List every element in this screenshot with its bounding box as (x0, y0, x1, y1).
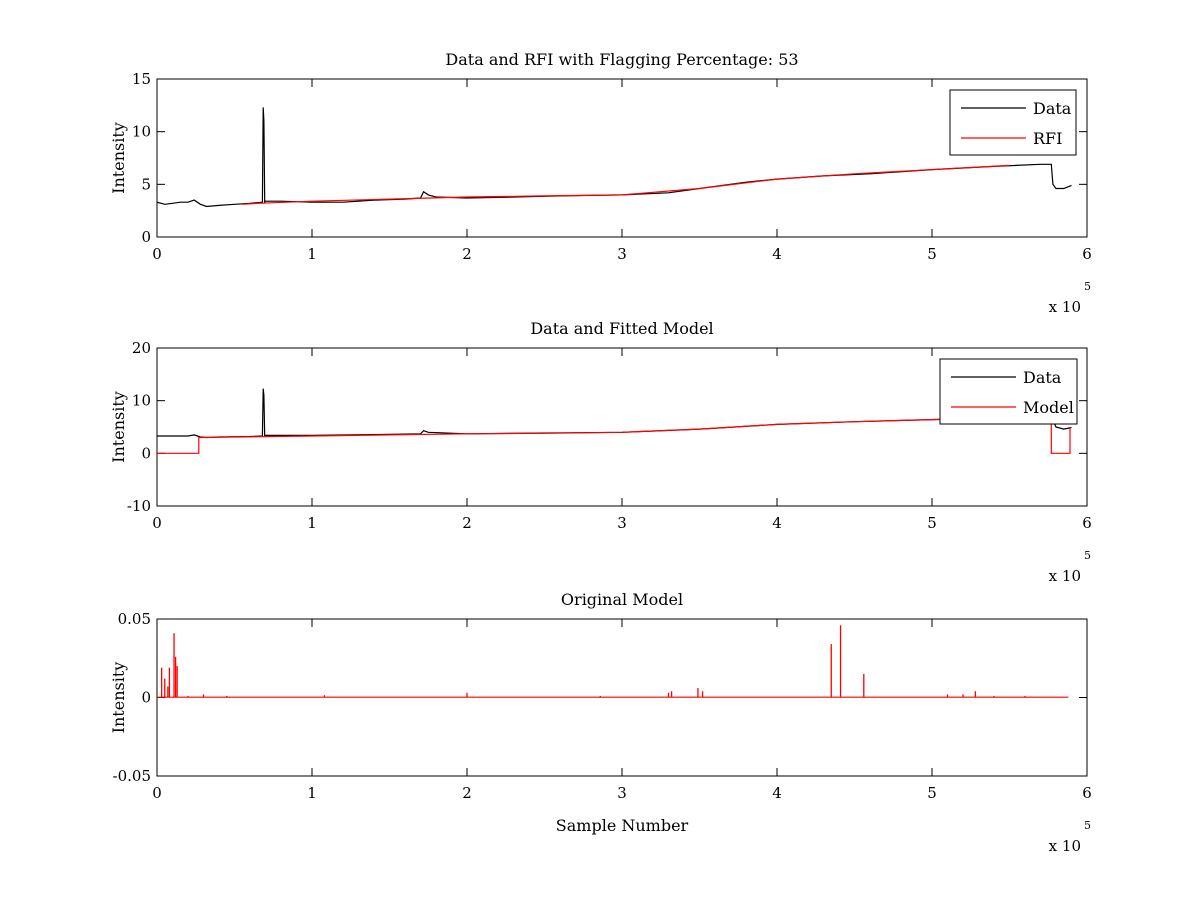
x-tick-label: 1 (307, 245, 317, 263)
plot-area (157, 625, 1069, 698)
y-axis-label: Intensity (109, 122, 128, 194)
y-axis-label: Intensity (109, 391, 128, 463)
axes-frame (156, 78, 1088, 238)
x-tick-label: 5 (927, 784, 937, 802)
legend-box (949, 89, 1077, 156)
x-tick-label: 3 (617, 514, 627, 532)
y-axis-label: Intensity (109, 662, 128, 734)
legend-box (939, 358, 1078, 425)
x-tick-label: 2 (462, 245, 472, 263)
x-tick-label: 3 (617, 784, 627, 802)
series-line-rfi (242, 164, 1010, 205)
legend: Data RFI (949, 89, 1077, 156)
legend-label: Data (1033, 99, 1072, 118)
y-tick-label: 15 (132, 70, 151, 88)
x-axis-label: Sample Number (556, 816, 689, 835)
y-tick-label: -10 (127, 497, 151, 515)
y-tick-label: 5 (141, 175, 151, 193)
x-tick-label: 0 (152, 784, 162, 802)
x-tick-label: 0 (152, 514, 162, 532)
y-tick-label: 10 (132, 123, 151, 141)
x-axis-multiplier: x 10 (1049, 298, 1081, 316)
x-tick-label: 2 (462, 514, 472, 532)
y-tick-label: 10 (132, 392, 151, 410)
x-tick-label: 4 (772, 514, 782, 532)
x-axis-multiplier-exponent: 5 (1084, 819, 1091, 832)
y-tick-label: 0.05 (118, 610, 151, 628)
x-tick-label: 4 (772, 245, 782, 263)
x-axis-multiplier: x 10 (1049, 837, 1081, 855)
x-tick-label: 5 (927, 514, 937, 532)
x-tick-label: 6 (1082, 245, 1092, 263)
x-tick-label: 6 (1082, 784, 1092, 802)
subplot-1: 0 1 2 3 4 5 6 0 5 10 15 Data and RFI with Flagging … (109, 50, 1092, 316)
x-tick-label: 1 (307, 514, 317, 532)
chart-title: Data and Fitted Model (530, 319, 713, 338)
chart-title: Original Model (561, 590, 683, 609)
x-tick-label: 0 (152, 245, 162, 263)
x-tick-label: 6 (1082, 514, 1092, 532)
x-tick-label: 5 (927, 245, 937, 263)
x-tick-label: 4 (772, 784, 782, 802)
plot-area (157, 107, 1072, 208)
legend-label: RFI (1033, 129, 1062, 148)
x-axis-multiplier-exponent: 5 (1084, 280, 1091, 293)
legend: Data Model (939, 358, 1078, 425)
chart-title: Data and RFI with Flagging Percentage: 5… (445, 50, 798, 69)
y-tick-label: 0 (141, 689, 151, 707)
y-tick-label: -0.05 (113, 767, 151, 785)
y-tick-label: 0 (141, 228, 151, 246)
x-tick-label: 3 (617, 245, 627, 263)
y-tick-label: 20 (132, 339, 151, 357)
x-tick-label: 2 (462, 784, 472, 802)
axes-frame (156, 347, 1088, 507)
legend-label: Model (1023, 398, 1074, 417)
x-tick-label: 1 (307, 784, 317, 802)
x-axis-multiplier-exponent: 5 (1084, 549, 1091, 562)
y-tick-label: 0 (141, 444, 151, 462)
legend-label: Data (1023, 368, 1062, 387)
x-axis-multiplier: x 10 (1049, 567, 1081, 585)
